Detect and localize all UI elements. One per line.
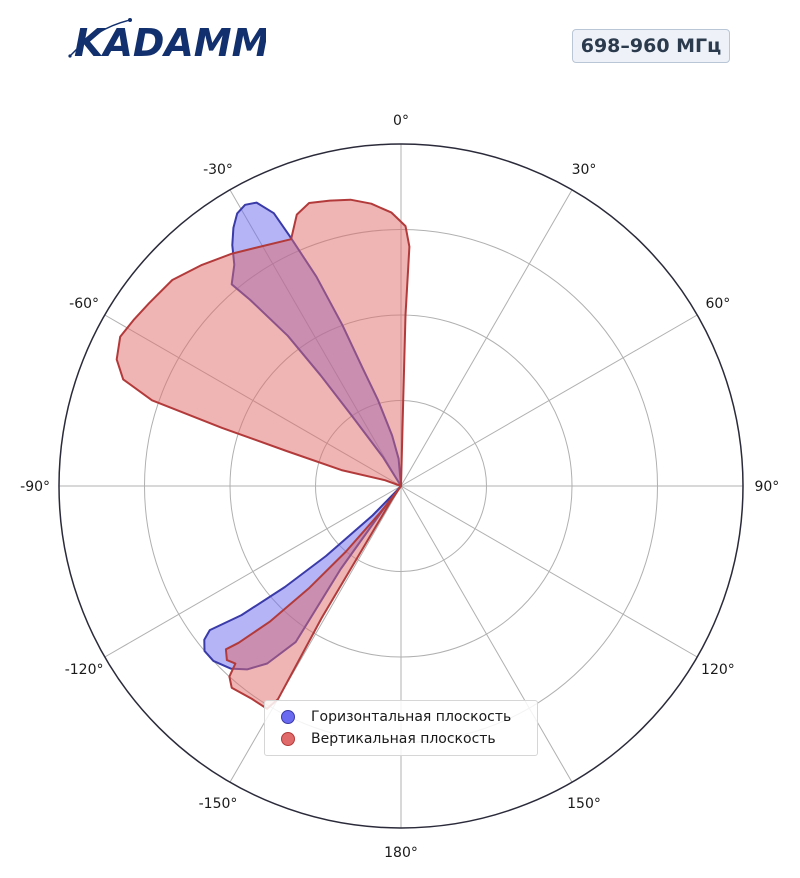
logo-dot (128, 18, 132, 22)
legend-label-horizontal: Горизонтальная плоскость (311, 709, 512, 725)
angle-tick-label: -150° (199, 796, 238, 812)
polar-frame (58, 143, 744, 829)
angle-tick-label: 90° (754, 479, 779, 495)
angular-spoke-4 (400, 485, 698, 658)
angular-spoke-8 (104, 485, 402, 658)
angle-tick-label: -30° (203, 162, 233, 178)
legend-item-vertical: Вертикальная плоскость (281, 728, 527, 750)
angle-tick-label: 180° (384, 845, 418, 861)
series-layer (115, 198, 411, 710)
angle-labels: 0° 30° 60° 90° 120° 150° 180° -150° -120° -90° -60… (20, 113, 779, 861)
kadamm-logo: KADAMM (68, 18, 266, 60)
legend-label-vertical: Вертикальная плоскость (311, 731, 496, 747)
angle-tick-label: 150° (567, 796, 601, 812)
legend-item-horizontal: Горизонтальная плоскость (281, 706, 527, 728)
frequency-badge: 698–960 МГц (572, 29, 730, 63)
angular-spoke-2 (400, 314, 698, 487)
angle-tick-label: 60° (705, 296, 730, 312)
logo-swoosh (69, 19, 131, 57)
angular-spoke-7 (229, 485, 402, 783)
angle-tick-label: 120° (701, 662, 735, 678)
angle-tick-label: -90° (20, 479, 50, 495)
angular-spoke-5 (400, 485, 573, 783)
angular-spoke-1 (400, 189, 573, 487)
frame-layer (58, 143, 744, 829)
legend-swatch-vertical (281, 732, 295, 746)
legend: Горизонтальная плоскость Вертикальная пл… (264, 700, 538, 756)
angle-tick-label: -60° (69, 296, 99, 312)
angle-tick-label: -120° (65, 662, 104, 678)
angle-tick-label: 30° (572, 162, 597, 178)
logo-dot-left (68, 54, 72, 58)
logo-text: KADAMM (74, 21, 266, 60)
angle-tick-label: 0° (393, 113, 409, 129)
legend-swatch-horizontal (281, 710, 295, 724)
series-vertical-pattern (115, 198, 411, 710)
